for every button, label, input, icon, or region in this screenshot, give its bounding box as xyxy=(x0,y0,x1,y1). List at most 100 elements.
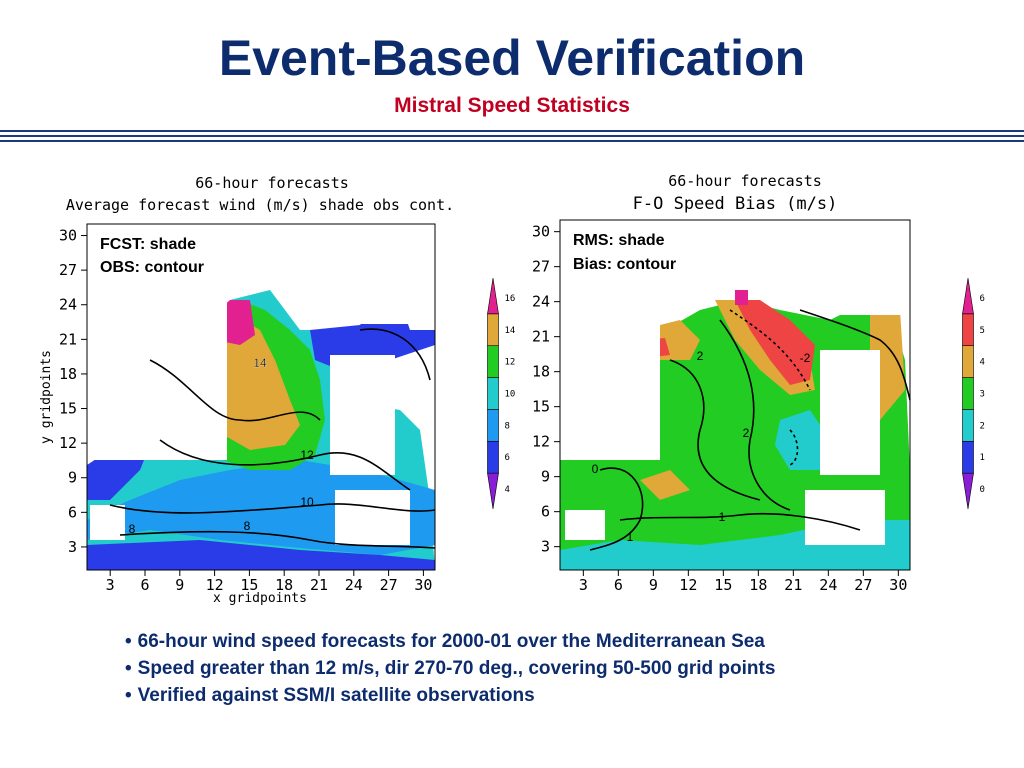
y-tick-label: 15 xyxy=(59,400,77,418)
right-bias-contour-dashed xyxy=(729,309,811,391)
right-bias-contour-dashed xyxy=(789,429,799,466)
y-tick-label: 18 xyxy=(532,363,550,381)
colorbar-segment xyxy=(487,440,499,474)
y-tick-label: 9 xyxy=(68,469,77,487)
right-bias-contour xyxy=(589,467,644,551)
chart-figures: 66-hour forecasts Average forecast wind … xyxy=(39,172,985,606)
y-tick-label: 6 xyxy=(68,503,77,521)
colorbar-label: 8 xyxy=(505,421,510,431)
slide-title: Event-Based Verification xyxy=(218,30,806,86)
right-chart-title: 66-hour forecasts xyxy=(668,172,822,190)
colorbar-label: 2 xyxy=(980,421,985,431)
right-annotation-line: Bias: contour xyxy=(573,256,676,273)
x-tick-label: 18 xyxy=(275,576,293,594)
right-contour-label: -2 xyxy=(800,351,811,365)
y-tick-label: 30 xyxy=(532,223,550,241)
colorbar-segment xyxy=(962,345,974,378)
right-contour-label: 1 xyxy=(719,510,726,524)
right-shade-magenta xyxy=(735,290,748,305)
x-tick-label: 24 xyxy=(345,576,363,594)
y-tick-label: 30 xyxy=(59,227,77,245)
colorbar-label: 14 xyxy=(505,326,516,336)
x-tick-label: 21 xyxy=(310,576,328,594)
left-x-ticks: 3 6 9 12 15 18 21 24 27 30 xyxy=(106,570,432,594)
left-chart-title: 66-hour forecasts xyxy=(195,174,349,192)
right-bias-contour xyxy=(669,359,761,501)
x-tick-label: 30 xyxy=(889,576,907,594)
colorbar-label: 16 xyxy=(505,294,516,304)
right-shade-cyan xyxy=(775,410,830,470)
x-tick-label: 6 xyxy=(140,576,149,594)
colorbar-label: 0 xyxy=(980,485,985,495)
colorbar-segment xyxy=(487,409,499,442)
title-rule xyxy=(0,135,1024,137)
colorbar-label: 10 xyxy=(505,390,516,400)
x-tick-label: 3 xyxy=(106,576,115,594)
x-tick-label: 18 xyxy=(749,576,767,594)
right-chart: 66-hour forecasts F-O Speed Bias (m/s) xyxy=(532,172,985,594)
right-bias-contour xyxy=(619,512,861,531)
bullet-item: • Verified against SSM/I satellite observ… xyxy=(125,685,535,706)
right-shade-orange xyxy=(640,470,690,500)
right-contour-label: 2 xyxy=(697,349,704,363)
colorbar-segment xyxy=(487,377,499,410)
left-contour-label: 10 xyxy=(300,495,314,509)
left-land xyxy=(335,490,410,545)
colorbar-segment xyxy=(962,409,974,442)
left-annotation-line: OBS: contour xyxy=(100,259,204,276)
right-annotation-line: RMS: shade xyxy=(573,232,665,249)
left-contour-label: 12 xyxy=(300,448,314,462)
y-tick-label: 18 xyxy=(59,365,77,383)
bullet-item: • Speed greater than 12 m/s, dir 270-70 d… xyxy=(125,658,776,679)
colorbar-label: 6 xyxy=(505,453,510,463)
left-xlabel: x gridpoints xyxy=(213,591,307,606)
y-tick-label: 15 xyxy=(532,398,550,416)
left-contour-label: 8 xyxy=(129,522,136,536)
left-plot-border xyxy=(86,223,436,571)
y-tick-label: 21 xyxy=(532,328,550,346)
y-tick-label: 27 xyxy=(532,258,550,276)
left-contour-label: 8 xyxy=(244,519,251,533)
x-tick-label: 15 xyxy=(240,576,258,594)
y-tick-label: 27 xyxy=(59,261,77,279)
title-rule xyxy=(0,140,1024,142)
left-y-ticks: 30 27 24 21 18 15 12 9 6 3 xyxy=(59,227,87,556)
colorbar-label: 4 xyxy=(505,485,510,495)
left-obs-contour xyxy=(359,328,431,381)
colorbar-segment xyxy=(962,277,974,315)
right-land xyxy=(820,350,880,475)
x-tick-label: 12 xyxy=(206,576,224,594)
right-plot-area: 2 -2 2 0 1 1 xyxy=(559,219,911,571)
left-colorbar: 4 6 8 10 12 14 16 xyxy=(487,277,516,510)
right-contour-label: 2 xyxy=(743,426,750,440)
y-tick-label: 9 xyxy=(541,468,550,486)
x-tick-label: 24 xyxy=(819,576,837,594)
colorbar-label: 6 xyxy=(980,294,985,304)
y-tick-label: 3 xyxy=(541,538,550,556)
y-tick-label: 6 xyxy=(541,503,550,521)
y-tick-label: 3 xyxy=(68,538,77,556)
bullet-list: • 66-hour wind speed forecasts for 2000-0… xyxy=(125,628,1005,709)
left-shade-blue xyxy=(87,540,435,570)
right-land xyxy=(805,490,885,545)
x-tick-label: 30 xyxy=(414,576,432,594)
x-tick-label: 27 xyxy=(854,576,872,594)
right-contour-label: 1 xyxy=(627,530,634,544)
left-obs-contour xyxy=(109,503,436,514)
x-tick-label: 3 xyxy=(579,576,588,594)
left-contour-label: 14 xyxy=(253,356,267,370)
right-plot-border xyxy=(559,219,911,571)
x-tick-label: 9 xyxy=(175,576,184,594)
bullet-item: • 66-hour wind speed forecasts for 2000-0… xyxy=(125,631,765,652)
left-plot-area: 14 12 10 8 8 xyxy=(86,223,436,571)
y-tick-label: 24 xyxy=(532,293,550,311)
right-land xyxy=(565,510,605,540)
right-bias-contour xyxy=(719,319,791,511)
left-land xyxy=(90,505,125,540)
colorbar-segment xyxy=(962,313,974,347)
colorbar-segment xyxy=(962,472,974,510)
y-tick-label: 12 xyxy=(532,433,550,451)
x-tick-label: 9 xyxy=(649,576,658,594)
left-obs-contour xyxy=(119,530,436,549)
x-tick-label: 12 xyxy=(679,576,697,594)
